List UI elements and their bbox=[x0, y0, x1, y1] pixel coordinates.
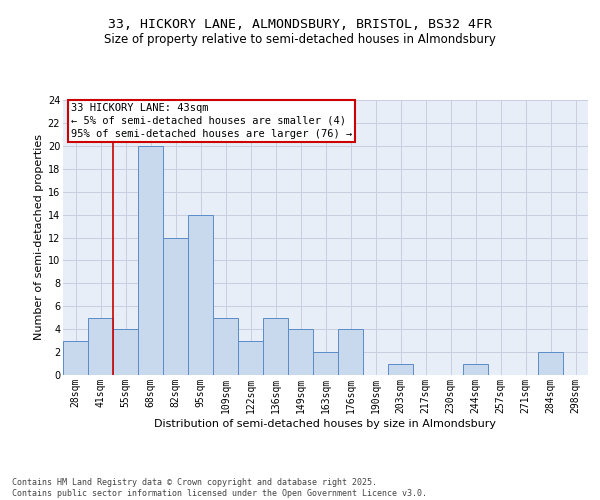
Bar bbox=[288, 329, 313, 375]
X-axis label: Distribution of semi-detached houses by size in Almondsbury: Distribution of semi-detached houses by … bbox=[155, 418, 497, 428]
Bar bbox=[138, 146, 163, 375]
Bar bbox=[188, 214, 213, 375]
Bar bbox=[538, 352, 563, 375]
Bar bbox=[263, 318, 288, 375]
Bar bbox=[163, 238, 188, 375]
Bar bbox=[313, 352, 338, 375]
Bar bbox=[113, 329, 138, 375]
Bar bbox=[463, 364, 488, 375]
Bar bbox=[63, 340, 88, 375]
Bar bbox=[238, 340, 263, 375]
Text: Size of property relative to semi-detached houses in Almondsbury: Size of property relative to semi-detach… bbox=[104, 32, 496, 46]
Bar bbox=[88, 318, 113, 375]
Bar bbox=[338, 329, 363, 375]
Bar bbox=[213, 318, 238, 375]
Text: Contains HM Land Registry data © Crown copyright and database right 2025.
Contai: Contains HM Land Registry data © Crown c… bbox=[12, 478, 427, 498]
Text: 33 HICKORY LANE: 43sqm
← 5% of semi-detached houses are smaller (4)
95% of semi-: 33 HICKORY LANE: 43sqm ← 5% of semi-deta… bbox=[71, 103, 352, 139]
Bar bbox=[388, 364, 413, 375]
Text: 33, HICKORY LANE, ALMONDSBURY, BRISTOL, BS32 4FR: 33, HICKORY LANE, ALMONDSBURY, BRISTOL, … bbox=[108, 18, 492, 30]
Y-axis label: Number of semi-detached properties: Number of semi-detached properties bbox=[34, 134, 44, 340]
